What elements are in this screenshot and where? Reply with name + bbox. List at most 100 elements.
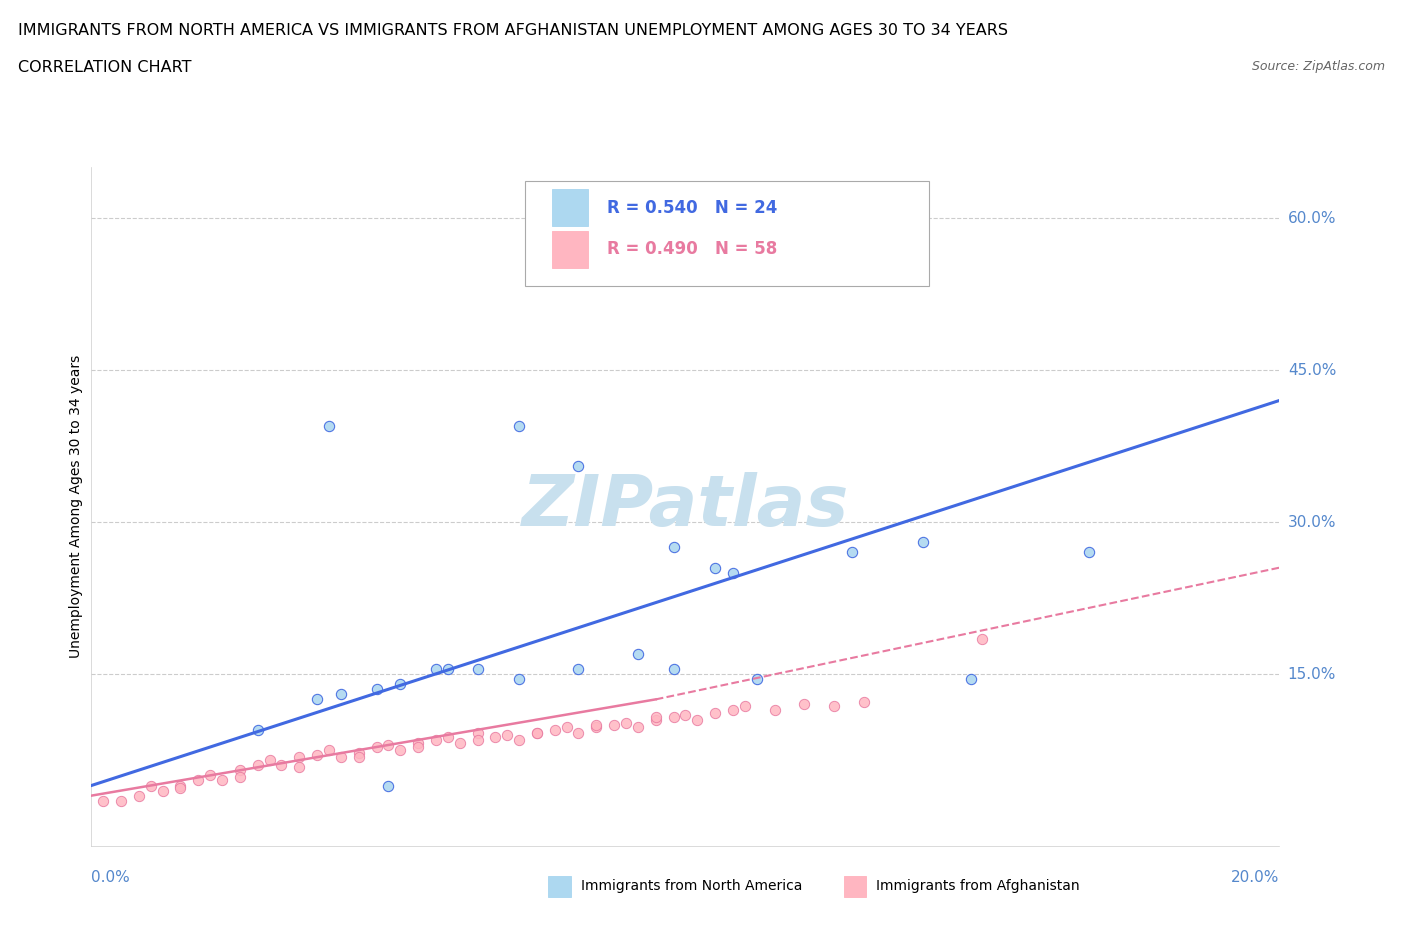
Point bbox=[436, 661, 458, 676]
Point bbox=[555, 719, 578, 734]
Point bbox=[318, 742, 340, 757]
Point bbox=[745, 671, 768, 686]
Point bbox=[318, 418, 340, 433]
Point bbox=[169, 780, 191, 795]
Point bbox=[377, 778, 399, 793]
Text: 30.0%: 30.0% bbox=[1288, 514, 1336, 529]
Point bbox=[200, 768, 222, 783]
Point bbox=[526, 725, 548, 740]
Point bbox=[567, 458, 589, 473]
Point bbox=[307, 692, 329, 707]
Point bbox=[110, 793, 132, 808]
Text: Immigrants from Afghanistan: Immigrants from Afghanistan bbox=[876, 879, 1080, 894]
Point bbox=[425, 661, 447, 676]
Point bbox=[496, 727, 519, 742]
Point bbox=[763, 702, 786, 717]
Point bbox=[389, 677, 412, 692]
Text: R = 0.540   N = 24: R = 0.540 N = 24 bbox=[607, 199, 778, 217]
Point bbox=[91, 793, 114, 808]
Point bbox=[841, 545, 863, 560]
Point bbox=[246, 758, 269, 773]
Point bbox=[704, 705, 727, 720]
Bar bbox=[548, 876, 571, 897]
Point bbox=[911, 535, 934, 550]
Point bbox=[288, 750, 311, 764]
Point bbox=[152, 783, 174, 798]
Point bbox=[585, 719, 607, 734]
Point bbox=[644, 710, 666, 724]
Point bbox=[329, 687, 352, 702]
Point bbox=[467, 733, 489, 748]
Point bbox=[139, 778, 162, 793]
Point bbox=[347, 750, 370, 764]
Point bbox=[823, 699, 845, 714]
Point bbox=[644, 712, 666, 727]
Point bbox=[406, 739, 429, 754]
Point bbox=[259, 752, 281, 767]
Point bbox=[721, 565, 744, 580]
Point bbox=[526, 725, 548, 740]
Point bbox=[229, 763, 252, 777]
Text: Source: ZipAtlas.com: Source: ZipAtlas.com bbox=[1251, 60, 1385, 73]
Text: R = 0.490   N = 58: R = 0.490 N = 58 bbox=[607, 240, 778, 259]
Point bbox=[508, 671, 530, 686]
Point bbox=[389, 742, 412, 757]
Bar bbox=[844, 876, 866, 897]
Point bbox=[793, 697, 815, 711]
Text: Immigrants from North America: Immigrants from North America bbox=[581, 879, 801, 894]
Point bbox=[425, 733, 447, 748]
Bar bbox=[553, 189, 588, 227]
Point bbox=[704, 560, 727, 575]
Point bbox=[959, 671, 981, 686]
Point bbox=[211, 773, 233, 788]
Point bbox=[673, 707, 696, 722]
FancyBboxPatch shape bbox=[524, 181, 929, 286]
Text: CORRELATION CHART: CORRELATION CHART bbox=[18, 60, 191, 75]
Point bbox=[329, 750, 352, 764]
Point bbox=[662, 710, 685, 724]
Point bbox=[467, 725, 489, 740]
Text: 15.0%: 15.0% bbox=[1288, 667, 1336, 682]
Text: 60.0%: 60.0% bbox=[1288, 210, 1336, 226]
Point bbox=[467, 661, 489, 676]
Point bbox=[627, 719, 650, 734]
Text: IMMIGRANTS FROM NORTH AMERICA VS IMMIGRANTS FROM AFGHANISTAN UNEMPLOYMENT AMONG : IMMIGRANTS FROM NORTH AMERICA VS IMMIGRA… bbox=[18, 23, 1008, 38]
Point bbox=[406, 736, 429, 751]
Point bbox=[366, 682, 388, 697]
Point bbox=[347, 746, 370, 761]
Point bbox=[614, 715, 637, 730]
Point bbox=[734, 699, 756, 714]
Point bbox=[229, 770, 252, 785]
Point bbox=[567, 661, 589, 676]
Point bbox=[377, 737, 399, 752]
Point bbox=[603, 717, 626, 732]
Point bbox=[585, 717, 607, 732]
Text: ZIPatlas: ZIPatlas bbox=[522, 472, 849, 541]
Point bbox=[544, 723, 567, 737]
Point bbox=[246, 723, 269, 737]
Y-axis label: Unemployment Among Ages 30 to 34 years: Unemployment Among Ages 30 to 34 years bbox=[69, 355, 83, 658]
Point bbox=[1078, 545, 1101, 560]
Point bbox=[449, 736, 471, 751]
Point bbox=[270, 758, 292, 773]
Point bbox=[686, 712, 709, 727]
Point bbox=[366, 739, 388, 754]
Point bbox=[627, 646, 650, 661]
Point bbox=[662, 540, 685, 555]
Text: 0.0%: 0.0% bbox=[91, 870, 131, 884]
Point bbox=[721, 702, 744, 717]
Bar bbox=[553, 231, 588, 268]
Point bbox=[128, 789, 150, 804]
Point bbox=[852, 695, 875, 710]
Point bbox=[436, 729, 458, 744]
Point bbox=[662, 661, 685, 676]
Point bbox=[169, 778, 191, 793]
Point bbox=[508, 418, 530, 433]
Point bbox=[567, 725, 589, 740]
Point bbox=[288, 760, 311, 775]
Point bbox=[508, 733, 530, 748]
Point bbox=[187, 773, 209, 788]
Point bbox=[972, 631, 994, 646]
Point bbox=[307, 748, 329, 763]
Point bbox=[484, 729, 506, 744]
